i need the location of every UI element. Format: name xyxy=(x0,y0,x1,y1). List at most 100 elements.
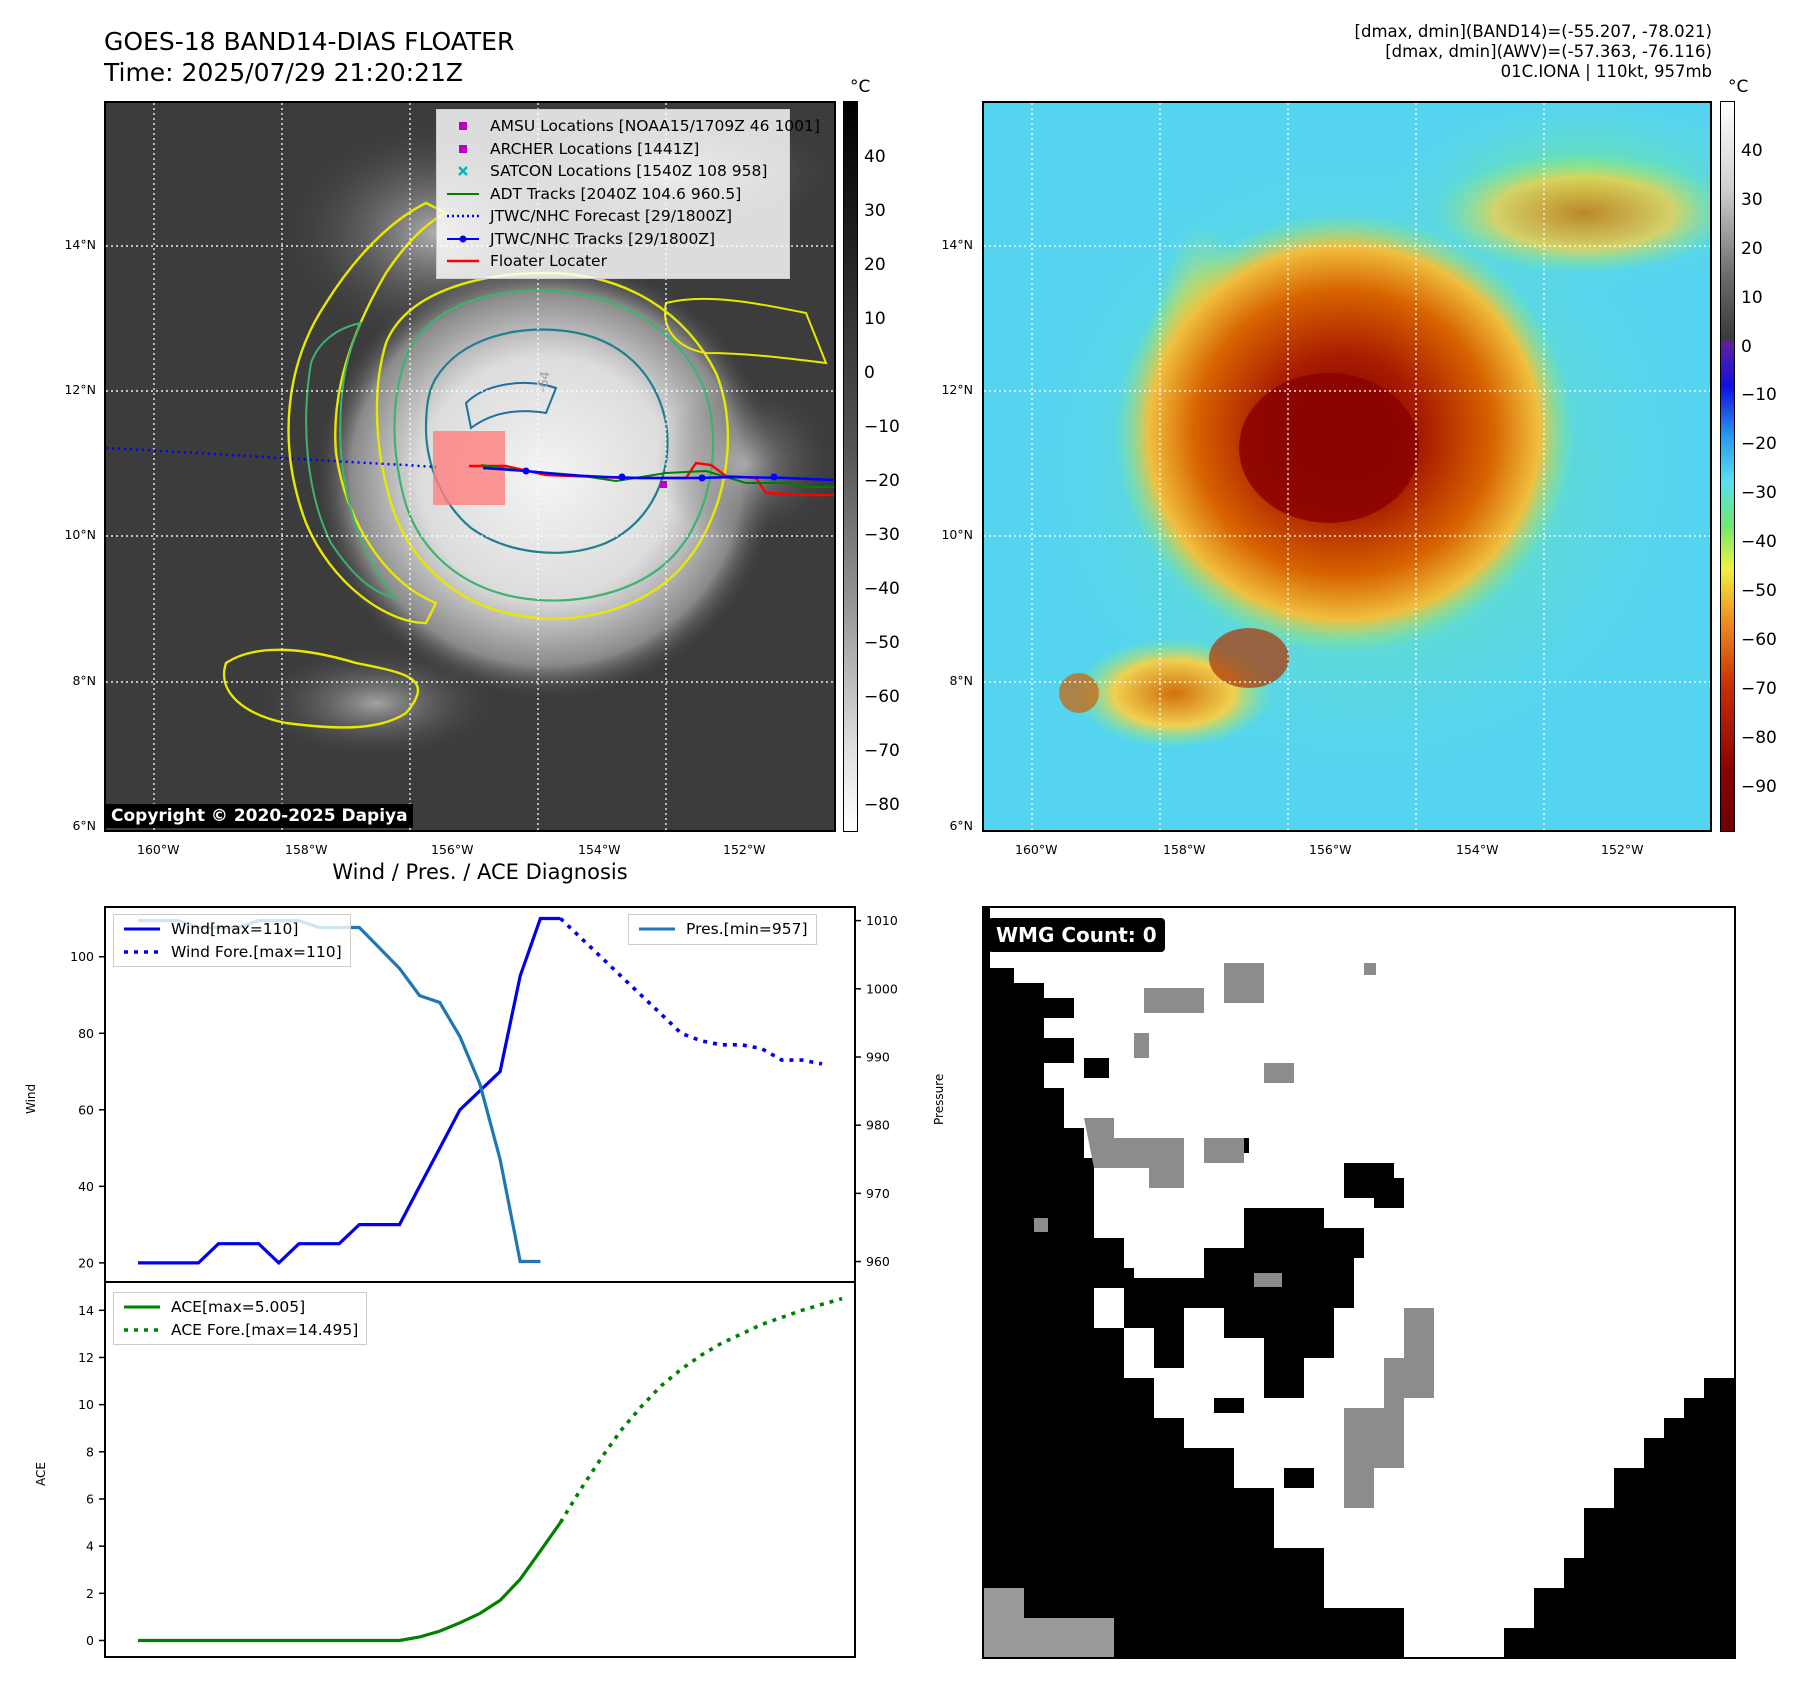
lon-label-156w: 156°W xyxy=(431,842,474,857)
ace-series-line xyxy=(138,1521,562,1643)
cb-gray-tick: 40 xyxy=(864,147,886,167)
legend-wind: Wind[max=110] xyxy=(122,918,342,941)
ytick-label: 0 xyxy=(86,1633,94,1648)
lon-label-158w: 158°W xyxy=(285,842,328,857)
ace-yticks: 0 2 4 6 8 10 12 14 xyxy=(78,1303,105,1648)
legend-adt: ADT Tracks [2040Z 104.6 960.5] xyxy=(445,183,781,206)
colorbar-gray-ticks: 40 30 20 10 0 −10 −20 −30 −40 −50 −60 −7… xyxy=(864,101,924,832)
cb-color-tick: 0 xyxy=(1741,337,1752,357)
legend-wind-forecast: Wind Fore.[max=110] xyxy=(122,941,342,964)
legend-archer: ARCHER Locations [1441Z] xyxy=(445,138,781,161)
stats-band14: [dmax, dmin](BAND14)=(-55.207, -78.021) xyxy=(1354,22,1712,41)
legend-amsu-label: AMSU Locations [NOAA15/1709Z 46 1001] xyxy=(490,117,820,135)
ytick-label: 60 xyxy=(78,1102,94,1117)
ace-axes xyxy=(104,1281,856,1658)
lat-label-8n: 8°N xyxy=(72,673,96,688)
title-line-2: Time: 2025/07/29 21:20:21Z xyxy=(104,58,463,87)
cb-color-tick: −50 xyxy=(1741,581,1777,601)
lat-label-12n: 12°N xyxy=(64,382,96,397)
legend-pressure: Pres.[min=957] xyxy=(637,918,808,941)
ir-grayscale-map: -64 AMSU Locations [NOAA15/1709Z 46 1001… xyxy=(104,101,836,832)
stats-block: [dmax, dmin](BAND14)=(-55.207, -78.021) … xyxy=(1355,22,1712,82)
pressure-legend: Pres.[min=957] xyxy=(628,914,817,945)
cb-gray-tick: −70 xyxy=(864,741,900,761)
lat-label-8n-right: 8°N xyxy=(949,673,973,688)
cb-gray-tick: −20 xyxy=(864,471,900,491)
storm-summary: 01C.IONA | 110kt, 957mb xyxy=(1500,62,1712,81)
ir-color-map xyxy=(982,101,1712,832)
cb-gray-tick: −80 xyxy=(864,795,900,815)
ytick-label: 20 xyxy=(78,1255,94,1270)
diagnosis-charts: 20 40 60 80 100 960 970 980 990 1000 1010 0 2 4 6 8 10… xyxy=(70,906,898,1658)
legend-wind-forecast-label: Wind Fore.[max=110] xyxy=(171,942,342,961)
ytick-label: 1000 xyxy=(866,981,898,996)
ytick-label: 1010 xyxy=(866,913,898,928)
wmg-count-badge: WMG Count: 0 xyxy=(988,918,1165,952)
ytick-label: 10 xyxy=(78,1397,94,1412)
ir-color-map-svg xyxy=(984,103,1710,830)
cb-gray-tick: −30 xyxy=(864,525,900,545)
wind-forecast-line xyxy=(559,917,823,1066)
colorbar-color-unit: °C xyxy=(1728,77,1749,97)
map-legend: AMSU Locations [NOAA15/1709Z 46 1001] AR… xyxy=(436,109,820,279)
legend-forecast: JTWC/NHC Forecast [29/1800Z] xyxy=(445,205,781,228)
lon-label-152w-right: 152°W xyxy=(1601,842,1644,857)
legend-floater: Floater Locater xyxy=(445,250,781,273)
wind-series-line xyxy=(138,916,561,1266)
cb-gray-tick: 10 xyxy=(864,309,886,329)
lon-label-158w-right: 158°W xyxy=(1163,842,1206,857)
cb-color-tick: −20 xyxy=(1741,434,1777,454)
ytick-label: 980 xyxy=(866,1118,890,1133)
lat-label-10n: 10°N xyxy=(64,527,96,542)
cb-color-tick: −90 xyxy=(1741,777,1777,797)
ytick-label: 12 xyxy=(78,1350,94,1365)
colorbar-gray-unit: °C xyxy=(850,77,871,97)
lat-label-6n-right: 6°N xyxy=(949,818,973,833)
cb-color-tick: 20 xyxy=(1741,239,1763,259)
legend-satcon-label: SATCON Locations [1540Z 108 958] xyxy=(490,162,768,180)
ytick-label: 2 xyxy=(86,1586,94,1601)
ytick-label: 8 xyxy=(86,1444,94,1459)
lon-label-160w: 160°W xyxy=(137,842,180,857)
ace-forecast-line xyxy=(558,1296,843,1524)
cb-gray-tick: 30 xyxy=(864,201,886,221)
copyright-badge: Copyright © 2020-2025 Dapiya xyxy=(106,804,413,828)
cb-gray-tick: 20 xyxy=(864,255,886,275)
cb-color-tick: −60 xyxy=(1741,630,1777,650)
wmg-panel: WMG Count: 0 xyxy=(982,906,1736,1659)
cb-gray-tick: −50 xyxy=(864,633,900,653)
legend-archer-label: ARCHER Locations [1441Z] xyxy=(490,139,700,158)
legend-ace-forecast: ACE Fore.[max=14.495] xyxy=(122,1319,358,1342)
ace-legend: ACE[max=5.005] ACE Fore.[max=14.495] xyxy=(113,1292,368,1345)
legend-ace-label: ACE[max=5.005] xyxy=(171,1298,306,1316)
lon-label-154w: 154°W xyxy=(578,842,621,857)
legend-ace-forecast-label: ACE Fore.[max=14.495] xyxy=(171,1320,359,1339)
ytick-label: 80 xyxy=(78,1026,94,1041)
lon-label-152w: 152°W xyxy=(723,842,766,857)
cb-gray-tick: 0 xyxy=(864,363,875,383)
contour-value-label: -64 xyxy=(535,370,553,394)
legend-satcon: SATCON Locations [1540Z 108 958] xyxy=(445,160,781,183)
cb-gray-tick: −10 xyxy=(864,417,900,437)
lat-label-10n-right: 10°N xyxy=(941,527,973,542)
wind-yticks: 20 40 60 80 100 xyxy=(70,949,105,1270)
wind-legend: Wind[max=110] Wind Fore.[max=110] xyxy=(113,914,351,967)
ytick-label: 970 xyxy=(866,1186,890,1201)
cb-gray-tick: −40 xyxy=(864,579,900,599)
lat-label-14n: 14°N xyxy=(64,237,96,252)
lon-label-154w-right: 154°W xyxy=(1456,842,1499,857)
lon-label-160w-right: 160°W xyxy=(1015,842,1058,857)
legend-tracks: JTWC/NHC Tracks [29/1800Z] xyxy=(445,228,781,251)
colorbar-gray xyxy=(843,101,858,832)
stats-awv: [dmax, dmin](AWV)=(-57.363, -76.116) xyxy=(1385,42,1712,61)
colorbar-color xyxy=(1720,101,1735,832)
ytick-label: 6 xyxy=(86,1491,94,1506)
legend-pressure-label: Pres.[min=957] xyxy=(686,920,808,938)
cb-color-tick: 10 xyxy=(1741,288,1763,308)
figure-title: GOES-18 BAND14-DIAS FLOATER Time: 2025/0… xyxy=(104,26,514,88)
cb-color-tick: −70 xyxy=(1741,679,1777,699)
lat-label-6n: 6°N xyxy=(72,818,96,833)
cb-color-tick: −40 xyxy=(1741,532,1777,552)
lat-label-14n-right: 14°N xyxy=(941,237,973,252)
lat-label-12n-right: 12°N xyxy=(941,382,973,397)
